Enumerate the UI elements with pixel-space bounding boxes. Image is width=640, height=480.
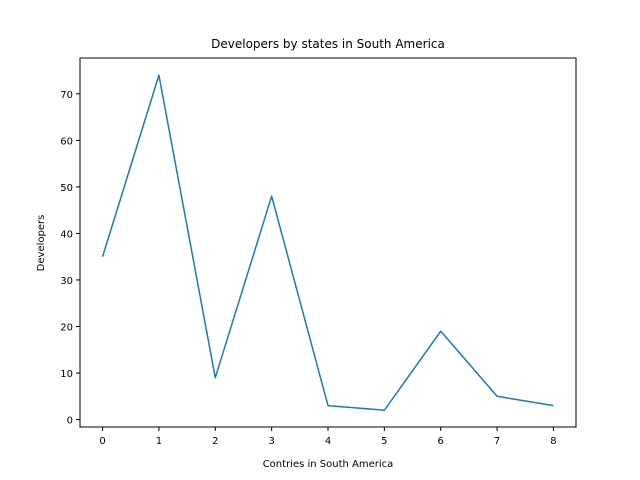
x-tick-label: 6 bbox=[438, 436, 444, 447]
y-axis-ticks: 0 10 20 30 40 50 60 70 bbox=[60, 90, 80, 427]
x-tick-label: 5 bbox=[381, 436, 387, 447]
plot-area bbox=[79, 57, 577, 428]
x-tick-label: 4 bbox=[325, 436, 331, 447]
y-tick-label: 0 bbox=[67, 416, 73, 427]
x-tick-label: 2 bbox=[212, 436, 218, 447]
x-axis-ticks: 0 1 2 3 4 5 6 7 8 bbox=[99, 427, 557, 447]
chart-title: Developers by states in South America bbox=[211, 37, 445, 51]
x-tick-label: 1 bbox=[156, 436, 162, 447]
series-layer bbox=[101, 74, 554, 411]
y-tick-label: 10 bbox=[60, 369, 73, 380]
y-tick-label: 60 bbox=[60, 136, 73, 147]
y-tick-label: 40 bbox=[60, 229, 73, 240]
x-tick-label: 7 bbox=[494, 436, 500, 447]
series-line bbox=[101, 74, 554, 411]
y-tick-label: 50 bbox=[60, 183, 73, 194]
y-axis-label: Developers bbox=[36, 215, 47, 272]
y-tick-label: 30 bbox=[60, 276, 73, 287]
x-axis-label: Contries in South America bbox=[263, 459, 394, 470]
y-tick-label: 70 bbox=[60, 90, 73, 101]
x-tick-label: 0 bbox=[99, 436, 105, 447]
y-tick-label: 20 bbox=[60, 322, 73, 333]
x-tick-label: 3 bbox=[268, 436, 274, 447]
x-tick-label: 8 bbox=[550, 436, 556, 447]
